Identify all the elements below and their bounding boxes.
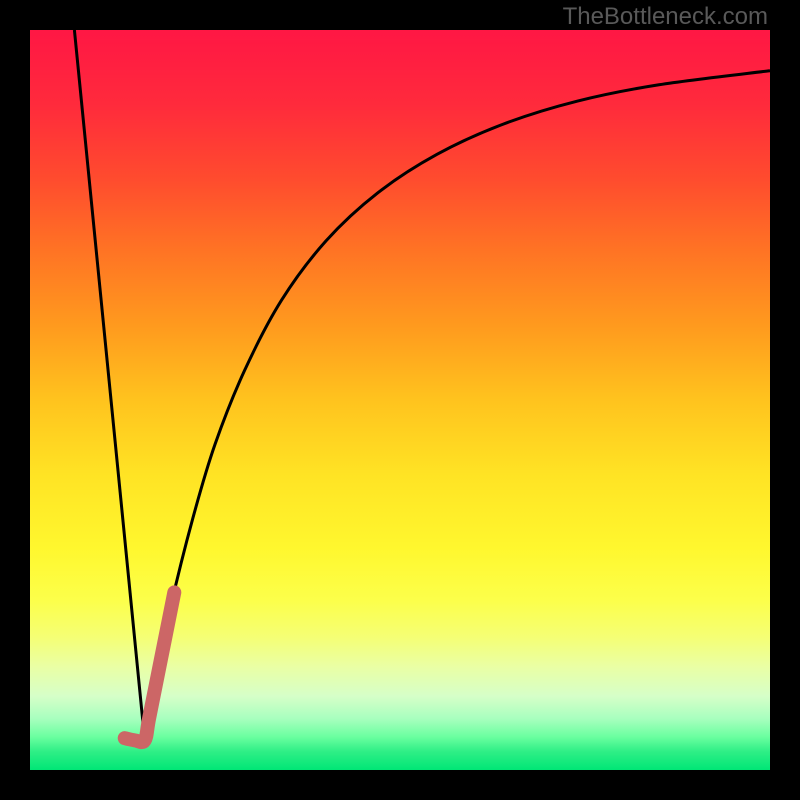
plot-background-gradient <box>30 30 770 770</box>
bottleneck-chart <box>0 0 800 800</box>
watermark-text: TheBottleneck.com <box>563 3 768 31</box>
